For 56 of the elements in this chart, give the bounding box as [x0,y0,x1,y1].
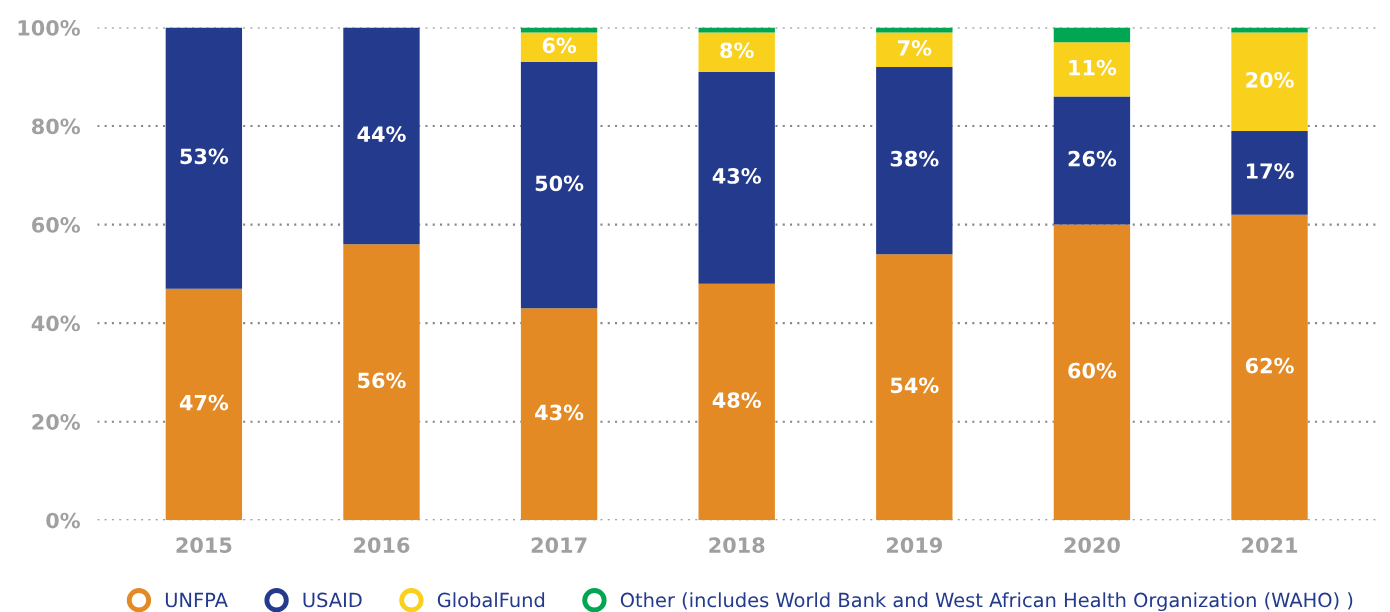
data-label: 53% [180,148,229,165]
bar [876,254,953,521]
y-tick-label: 80% [32,118,80,135]
data-label: 43% [712,168,761,184]
bar [1053,224,1131,521]
data-label: 60% [1068,362,1117,379]
y-tick-label: 0% [46,512,80,529]
data-label: 6% [542,37,577,54]
bar [520,32,598,63]
x-tick-label: 2017 [531,537,587,553]
y-tick-label: 20% [32,414,80,430]
data-label: 47% [179,394,229,411]
data-label: 17% [1246,163,1294,179]
bar [876,32,953,67]
bar [1053,27,1131,43]
bar [343,27,420,245]
data-label: 38% [890,150,939,167]
data-label: 43% [535,404,584,421]
data-label: 44% [357,126,406,142]
bar [698,283,775,521]
y-tick-label: 40% [31,315,80,332]
data-label: 62% [1245,357,1294,374]
bar [698,71,775,284]
x-tick-label: 2016 [354,537,410,553]
x-tick-label: 2019 [886,537,942,553]
bar [1231,214,1308,521]
x-tick-label: 2015 [176,537,232,553]
bar [876,66,953,255]
data-label: 48% [712,392,761,409]
x-tick-label: 2021 [1242,537,1298,553]
data-label: 8% [720,42,754,59]
legend-label: USAID [303,592,362,608]
bar [165,288,243,521]
bar [520,308,598,521]
bar [165,27,243,289]
bar [698,32,775,72]
data-label: 56% [358,372,406,389]
x-tick-label: 2018 [709,537,765,553]
bar [1231,131,1308,215]
bar [1231,32,1308,131]
bar [520,62,598,309]
data-label: 50% [535,175,584,192]
bar [1053,42,1131,97]
data-label: 26% [1068,150,1117,167]
data-label: 11% [1069,59,1117,76]
y-tick-label: 60% [32,217,80,233]
data-label: 7% [898,40,932,56]
data-label: 20% [1246,72,1294,88]
legend-label: GlobalFund [437,592,545,608]
bar [1053,96,1131,225]
x-tick-label: 2020 [1064,537,1120,553]
y-tick-label: 100% [18,19,80,36]
legend-label: Other (includes World Bank and West African Health Organization (WAHO) ) [620,592,1353,612]
bar [343,244,420,521]
data-label: 54% [890,377,939,394]
legend-label: UNFPA [165,592,228,608]
